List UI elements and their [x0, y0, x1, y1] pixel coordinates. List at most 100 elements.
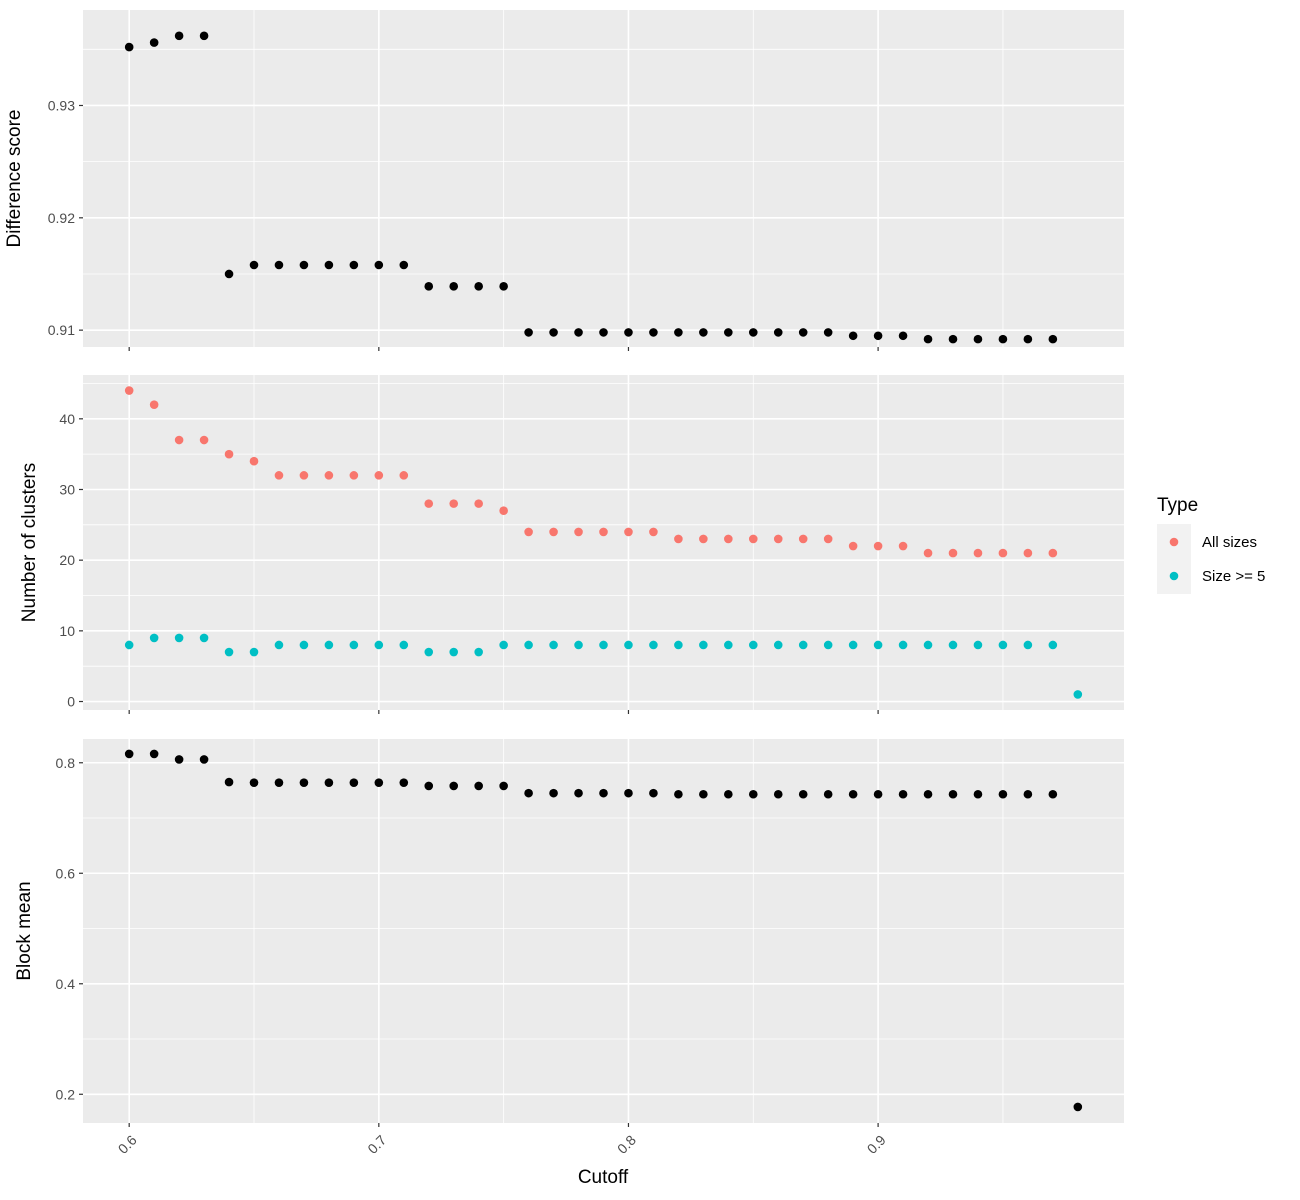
data-point: [274, 640, 284, 650]
data-point: [549, 788, 558, 798]
data-point: [324, 640, 334, 650]
panel-background: [83, 10, 1124, 347]
y-tick-label: 10: [59, 623, 75, 639]
data-point: [549, 328, 558, 337]
data-point: [898, 789, 908, 799]
data-point: [174, 435, 184, 445]
data-point: [798, 534, 808, 544]
panel-difference-score: 0.91 0.92 0.93 Difference score: [4, 10, 1124, 351]
y-tick-label: 30: [59, 481, 75, 497]
data-point: [998, 789, 1008, 799]
data-point: [299, 778, 309, 787]
data-point: [724, 789, 733, 799]
data-point: [748, 789, 758, 799]
series-all-sizes: [124, 386, 1058, 558]
data-point: [224, 449, 234, 459]
data-point: [124, 640, 134, 650]
data-point: [399, 640, 409, 650]
data-point: [274, 778, 284, 787]
data-point: [574, 527, 583, 537]
data-point: [524, 640, 533, 650]
data-point: [199, 633, 209, 643]
data-point: [724, 534, 733, 544]
data-point: [674, 534, 683, 544]
data-point: [649, 527, 658, 537]
data-point: [873, 541, 883, 551]
data-point: [674, 640, 683, 650]
data-point: [574, 788, 583, 798]
data-point: [374, 778, 384, 787]
data-point: [923, 334, 933, 344]
y-tick-label: 0.6: [56, 865, 76, 881]
data-point: [249, 778, 259, 787]
data-point: [773, 640, 783, 650]
data-point: [873, 331, 883, 341]
data-point: [174, 31, 184, 41]
data-point: [898, 640, 908, 650]
data-point: [524, 788, 533, 798]
data-point: [199, 755, 209, 764]
data-point: [1048, 548, 1058, 558]
data-point: [998, 334, 1008, 344]
data-point: [998, 548, 1008, 558]
data-point: [624, 328, 633, 337]
data-point: [624, 640, 633, 650]
data-point: [848, 331, 858, 341]
x-tick-label: 0.7: [364, 1132, 389, 1157]
data-point: [823, 789, 833, 799]
panel-block-mean: 0.2 0.4 0.6 0.8 Block mean: [14, 739, 1124, 1127]
data-point: [1073, 1102, 1083, 1112]
data-point: [649, 328, 658, 337]
legend-label-all-sizes: All sizes: [1202, 534, 1257, 551]
data-point: [324, 471, 334, 480]
x-axis-title: Cutoff: [578, 1167, 629, 1188]
data-point: [449, 781, 459, 791]
data-point: [274, 260, 284, 270]
data-point: [249, 260, 259, 270]
data-point: [399, 471, 409, 480]
panel-background: [83, 739, 1124, 1123]
data-point: [898, 331, 908, 341]
data-point: [948, 548, 958, 558]
data-point: [973, 640, 983, 650]
data-point: [923, 640, 933, 650]
y-tick-label: 0.92: [48, 210, 75, 226]
data-point: [848, 640, 858, 650]
legend-key-background: [1157, 524, 1191, 594]
data-point: [973, 789, 983, 799]
data-point: [848, 789, 858, 799]
legend-key-all-sizes: [1169, 537, 1179, 547]
data-point: [174, 755, 184, 764]
data-point: [1023, 334, 1033, 344]
data-point: [224, 777, 234, 787]
data-point: [549, 640, 558, 650]
y-tick-label: 0.4: [56, 976, 76, 992]
data-point: [374, 260, 384, 270]
data-point: [823, 640, 833, 650]
data-point: [449, 499, 459, 508]
data-point: [124, 42, 134, 52]
data-point: [1048, 334, 1058, 344]
x-tick-label: 0.9: [864, 1132, 889, 1157]
data-point: [823, 328, 833, 337]
series-points: [124, 749, 1083, 1112]
data-point: [399, 778, 409, 787]
data-point: [524, 527, 533, 537]
data-point: [624, 788, 633, 798]
data-point: [499, 640, 508, 650]
data-point: [349, 260, 359, 270]
data-point: [499, 781, 508, 791]
data-point: [574, 328, 583, 337]
data-point: [873, 789, 883, 799]
data-point: [948, 789, 958, 799]
chart-panels: 0.91 0.92 0.93 Difference score 0 10 20 30 40 Num…: [4, 10, 1124, 1127]
data-point: [299, 471, 309, 480]
data-point: [349, 471, 359, 480]
y-tick-label: 0.2: [56, 1086, 76, 1102]
data-point: [1048, 789, 1058, 799]
legend: Type All sizes Size >= 5: [1157, 495, 1265, 594]
data-point: [399, 260, 409, 270]
data-point: [773, 534, 783, 544]
x-axis: 0.6 0.7 0.8 0.9: [115, 1132, 889, 1157]
